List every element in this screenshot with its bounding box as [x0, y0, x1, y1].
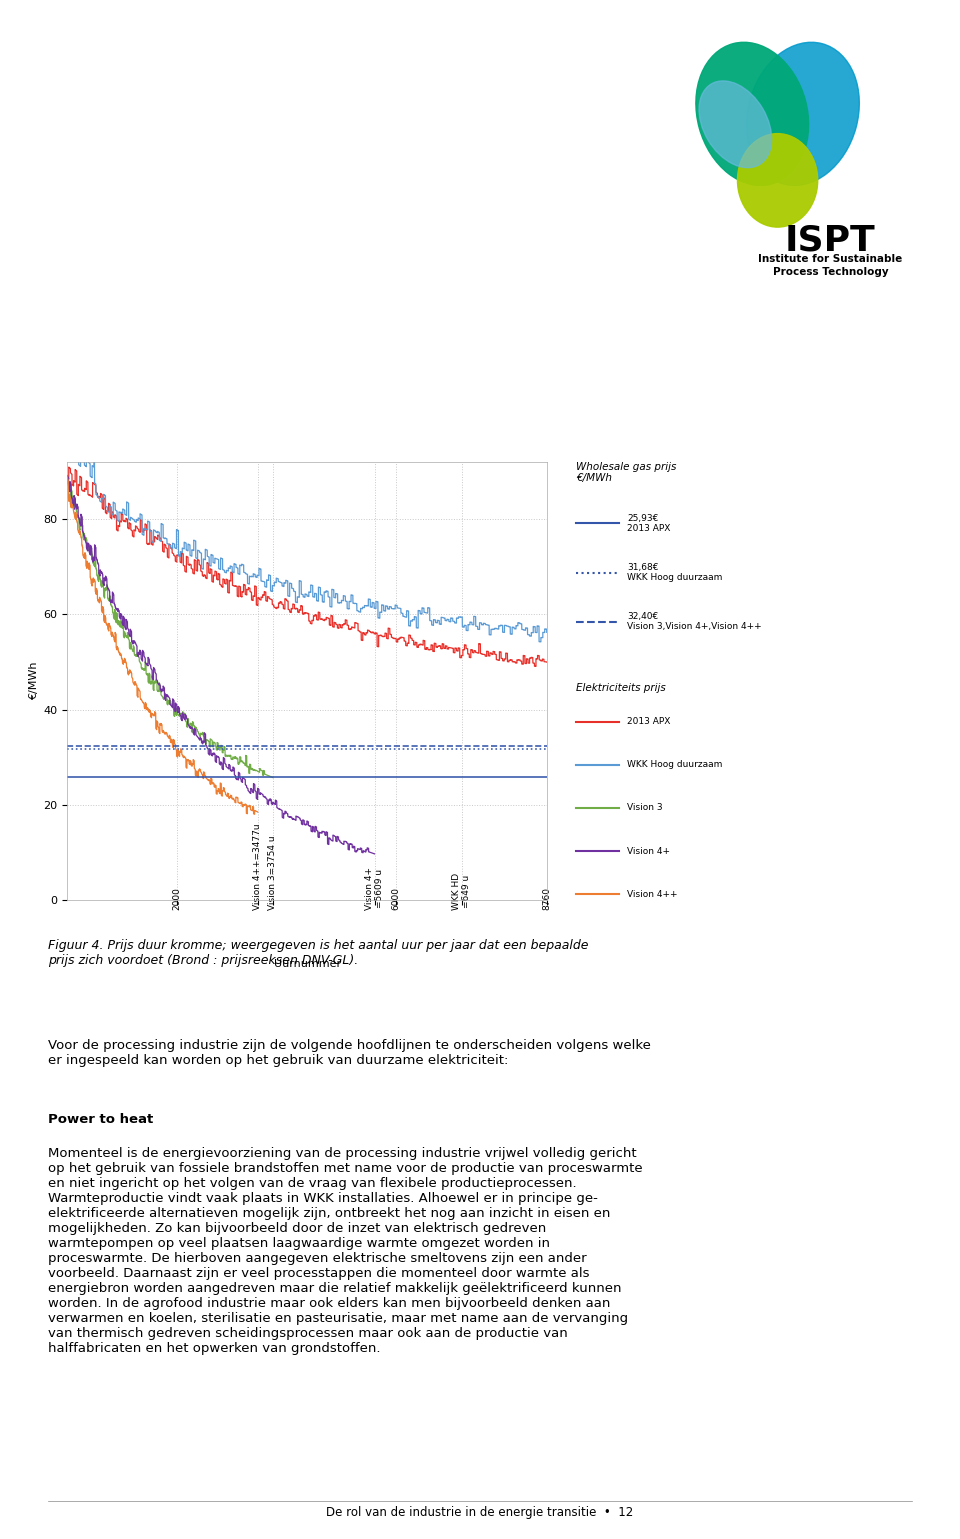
Text: ISPT: ISPT: [785, 223, 876, 257]
Text: 2013 APX: 2013 APX: [627, 717, 670, 726]
Text: Vision 3: Vision 3: [627, 803, 662, 813]
Text: Voor de processing industrie zijn de volgende hoofdlijnen te onderscheiden volge: Voor de processing industrie zijn de vol…: [48, 1039, 651, 1067]
Text: 32,40€
Vision 3,Vision 4+,Vision 4++: 32,40€ Vision 3,Vision 4+,Vision 4++: [627, 613, 761, 631]
Ellipse shape: [737, 134, 818, 228]
X-axis label: Uurnummer: Uurnummer: [274, 959, 341, 968]
Ellipse shape: [747, 42, 859, 186]
Text: Elektriciteits prijs: Elektriciteits prijs: [576, 683, 665, 693]
Text: Institute for Sustainable
Process Technology: Institute for Sustainable Process Techno…: [758, 254, 902, 277]
Text: Power to heat: Power to heat: [48, 1113, 154, 1125]
Ellipse shape: [696, 42, 808, 186]
Text: Figuur 4. Prijs duur kromme; weergegeven is het aantal uur per jaar dat een bepa: Figuur 4. Prijs duur kromme; weergegeven…: [48, 939, 588, 966]
Text: Vision 4++: Vision 4++: [627, 890, 678, 899]
Ellipse shape: [699, 82, 772, 168]
Text: De rol van de industrie in de energie transitie  •  12: De rol van de industrie in de energie tr…: [326, 1507, 634, 1519]
Text: 25,93€
2013 APX: 25,93€ 2013 APX: [627, 514, 670, 532]
Text: Wholesale gas prijs
€/MWh: Wholesale gas prijs €/MWh: [576, 462, 677, 483]
Text: 31,68€
WKK Hoog duurzaam: 31,68€ WKK Hoog duurzaam: [627, 563, 722, 582]
Text: Momenteel is de energievoorziening van de processing industrie vrijwel volledig : Momenteel is de energievoorziening van d…: [48, 1147, 642, 1354]
Text: Vision 4+: Vision 4+: [627, 846, 670, 856]
Text: WKK Hoog duurzaam: WKK Hoog duurzaam: [627, 760, 722, 770]
Y-axis label: €/MWh: €/MWh: [29, 662, 39, 700]
